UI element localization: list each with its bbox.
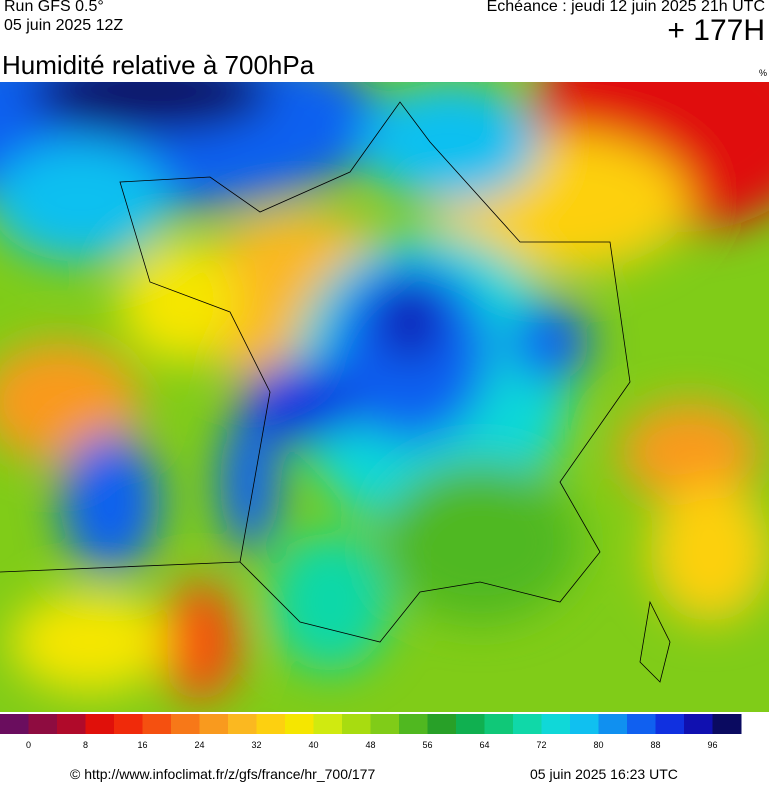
colorbar-label: 40 [308,740,318,750]
colorbar-label: 16 [137,740,147,750]
unit: % [758,68,767,78]
coastline [0,561,671,683]
color-cell [627,714,656,734]
color-cell [0,714,29,734]
generated: 05 juin 2025 16:23 UTC [530,766,678,782]
colorbar-label: 80 [593,740,603,750]
colorbar-label: 24 [194,740,204,750]
colorbar-label: 32 [251,740,261,750]
run-date: 05 juin 2025 12Z [4,17,124,34]
colorbar-label: 8 [83,740,88,750]
colorbar-label: 56 [422,740,432,750]
color-cell [598,714,628,734]
color-cell [114,714,143,734]
colorbar-label: 72 [536,740,546,750]
color-cell [199,714,229,734]
title: Humidité relative à 700hPa [2,50,315,80]
color-cell [370,714,400,734]
color-cell [256,714,286,734]
color-cell [655,714,685,734]
humidity-field [0,82,769,712]
color-cell [285,714,314,734]
run: Run GFS 0.5° [4,0,104,15]
color-cell [171,714,200,734]
colorbar-label: 0 [26,740,31,750]
color-cell [313,714,343,734]
colorbar-label: 96 [707,740,717,750]
color-cell [399,714,428,734]
color-cell [712,714,742,734]
source: © http://www.infoclimat.fr/z/gfs/france/… [70,766,376,782]
border [119,101,631,643]
color-cell [28,714,58,734]
color-cell [541,714,571,734]
colorbar-label: 88 [650,740,660,750]
lead-time: + 177H [667,14,765,47]
color-cell [484,714,514,734]
color-cell [228,714,257,734]
echeance: Echéance : jeudi 12 juin 2025 21h UTC [486,0,765,15]
color-cell [456,714,485,734]
color-cell [570,714,599,734]
color-cell [684,714,713,734]
color-cell [57,714,86,734]
color-cell [427,714,457,734]
map [0,82,769,712]
color-cell [85,714,115,734]
color-cell [142,714,172,734]
colorbar: 0 8 16 24 32 40 48 56 64 72 80 88 96 [0,714,742,750]
colorbar-label: 64 [479,740,489,750]
colorbar-label: 48 [365,740,375,750]
color-cell [342,714,371,734]
color-cell [513,714,542,734]
